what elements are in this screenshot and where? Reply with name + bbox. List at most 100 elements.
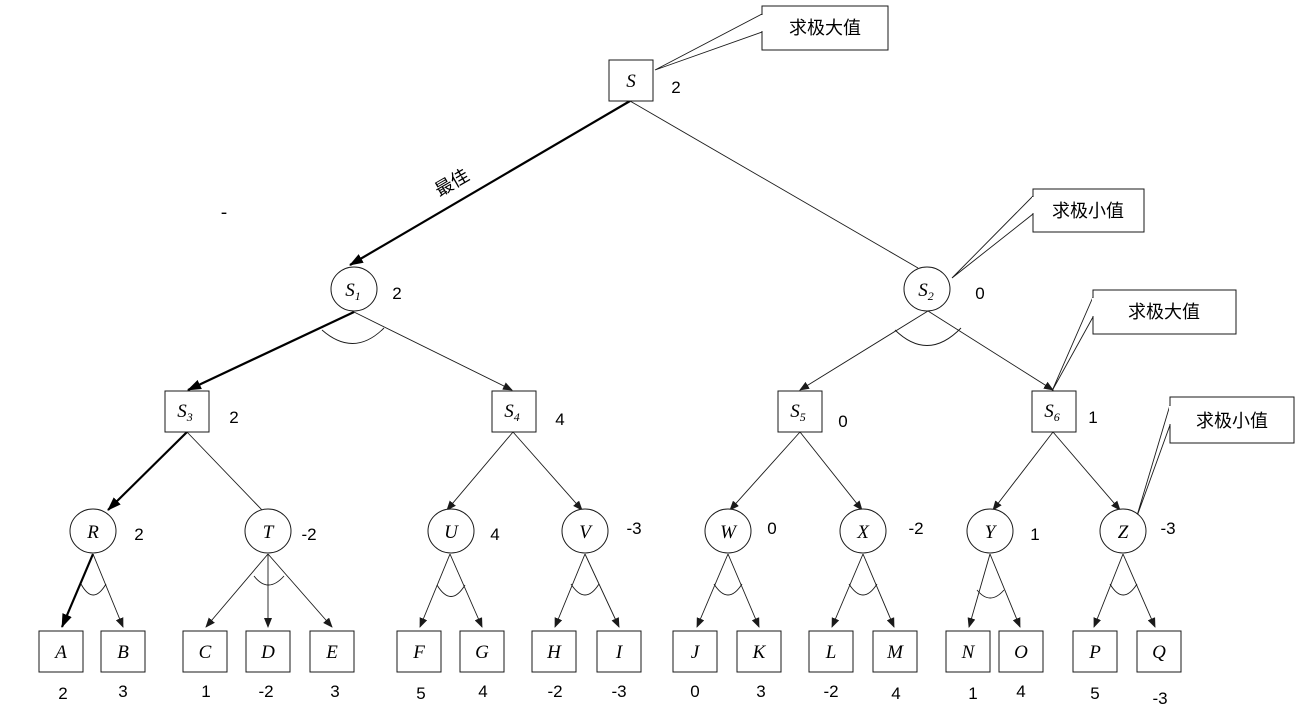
leaf-o: O — [998, 630, 1044, 673]
leaf-value: -2 — [258, 682, 273, 701]
leaf-value: 5 — [1090, 684, 1099, 703]
callout-max-root: 求极大值 — [654, 5, 889, 71]
node-label: B — [117, 642, 129, 663]
leaf-value: 2 — [58, 684, 67, 703]
edge-w-k — [727, 553, 760, 628]
node-label: I — [615, 642, 624, 663]
and-arc-x — [848, 583, 878, 596]
node-label: N — [961, 642, 976, 663]
edge-u-g — [449, 553, 483, 628]
node-subscript: 4 — [514, 410, 520, 424]
and-arc-s1 — [321, 327, 385, 344]
edge-w-j — [696, 553, 729, 628]
leaf-n: N — [945, 630, 991, 673]
edge-s2-s5 — [799, 310, 929, 391]
edge-v-h — [554, 553, 586, 628]
leaf-d: D — [245, 630, 291, 673]
svg-text:S6: S6 — [1044, 401, 1060, 424]
node-s5: S5 — [777, 390, 823, 433]
edge-best-r-a — [60, 553, 95, 628]
node-s2: S2 — [903, 266, 951, 312]
node-label: S — [1044, 401, 1054, 422]
node-subscript: 1 — [355, 289, 361, 303]
node-value: -3 — [1160, 519, 1175, 538]
node-label: X — [856, 522, 870, 543]
edge-best-s3-r — [107, 431, 188, 511]
callout-min-s2: 求极小值 — [951, 188, 1145, 279]
node-x: X — [839, 508, 887, 554]
node-s3: S3 — [164, 390, 210, 433]
node-label: H — [546, 642, 562, 663]
node-value: 2 — [229, 408, 238, 427]
edge-t-c — [205, 553, 269, 628]
and-arc-v — [570, 583, 600, 596]
edge-s6-z — [1052, 431, 1121, 511]
and-arc-u — [436, 584, 466, 597]
edge-s5-x — [799, 431, 863, 511]
edge-y-n — [967, 553, 991, 628]
node-value: 2 — [134, 525, 143, 544]
leaf-l: L — [808, 630, 854, 673]
node-label: S — [626, 71, 636, 92]
edge-s5-w — [729, 431, 801, 511]
leaf-value: 1 — [201, 682, 210, 701]
node-v: V — [561, 508, 609, 554]
edge-s4-u — [446, 431, 514, 511]
edge-x-m — [862, 553, 895, 628]
callout-max-s6: 求极大值 — [1051, 289, 1237, 392]
node-label: E — [325, 642, 338, 663]
leaf-value: 3 — [756, 682, 765, 701]
node-label: R — [86, 522, 99, 543]
node-value: 2 — [671, 78, 680, 97]
node-label: C — [199, 642, 212, 663]
node-label: O — [1014, 642, 1028, 663]
and-arc-y — [976, 589, 1005, 599]
node-value: -2 — [301, 525, 316, 544]
and-arc-z — [1109, 583, 1138, 596]
edge-u-f — [419, 553, 451, 628]
and-arc-t — [253, 575, 285, 586]
node-s4: S4 — [491, 390, 537, 433]
node-label: V — [579, 522, 593, 543]
edge-t-e — [267, 553, 333, 628]
node-label: S — [177, 401, 187, 422]
node-value: 0 — [838, 412, 847, 431]
leaf-value: 0 — [690, 682, 699, 701]
edge-v-i — [584, 553, 620, 628]
leaf-value: -3 — [1152, 689, 1167, 708]
node-value: 0 — [975, 284, 984, 303]
leaf-e: E — [309, 630, 355, 673]
svg-text:S1: S1 — [345, 280, 361, 303]
node-s1: S1 — [330, 266, 378, 312]
svg-text:S3: S3 — [177, 401, 193, 424]
svg-text:S5: S5 — [790, 401, 806, 424]
callout-min-z: 求极小值 — [1135, 396, 1295, 520]
leaf-i: I — [596, 630, 642, 673]
node-label: Q — [1152, 642, 1166, 663]
leaf-h: H — [531, 630, 577, 673]
leaf-m: M — [872, 630, 918, 673]
edge-x-l — [831, 553, 864, 628]
node-value: 2 — [392, 284, 401, 303]
and-arc-s2 — [894, 327, 962, 346]
svg-text:S4: S4 — [504, 401, 520, 424]
node-t: T — [244, 508, 292, 554]
leaf-value: 3 — [330, 682, 339, 701]
leaf-value: 4 — [478, 682, 487, 701]
node-label: A — [53, 642, 67, 663]
node-subscript: 6 — [1054, 410, 1060, 424]
node-label: T — [263, 522, 275, 543]
leaf-value: -2 — [823, 682, 838, 701]
edge-z-q — [1122, 553, 1156, 628]
leaf-g: G — [459, 630, 505, 673]
node-label: S — [918, 280, 928, 301]
leaf-value: -2 — [547, 682, 562, 701]
node-value: 1 — [1088, 408, 1097, 427]
node-value: 4 — [490, 525, 499, 544]
leaf-value: 5 — [416, 684, 425, 703]
leaf-q: Q — [1136, 630, 1182, 673]
edge-s1-s4 — [353, 311, 513, 391]
leaf-value: -3 — [611, 682, 626, 701]
leaf-b: B — [100, 630, 146, 673]
node-subscript: 5 — [800, 410, 806, 424]
